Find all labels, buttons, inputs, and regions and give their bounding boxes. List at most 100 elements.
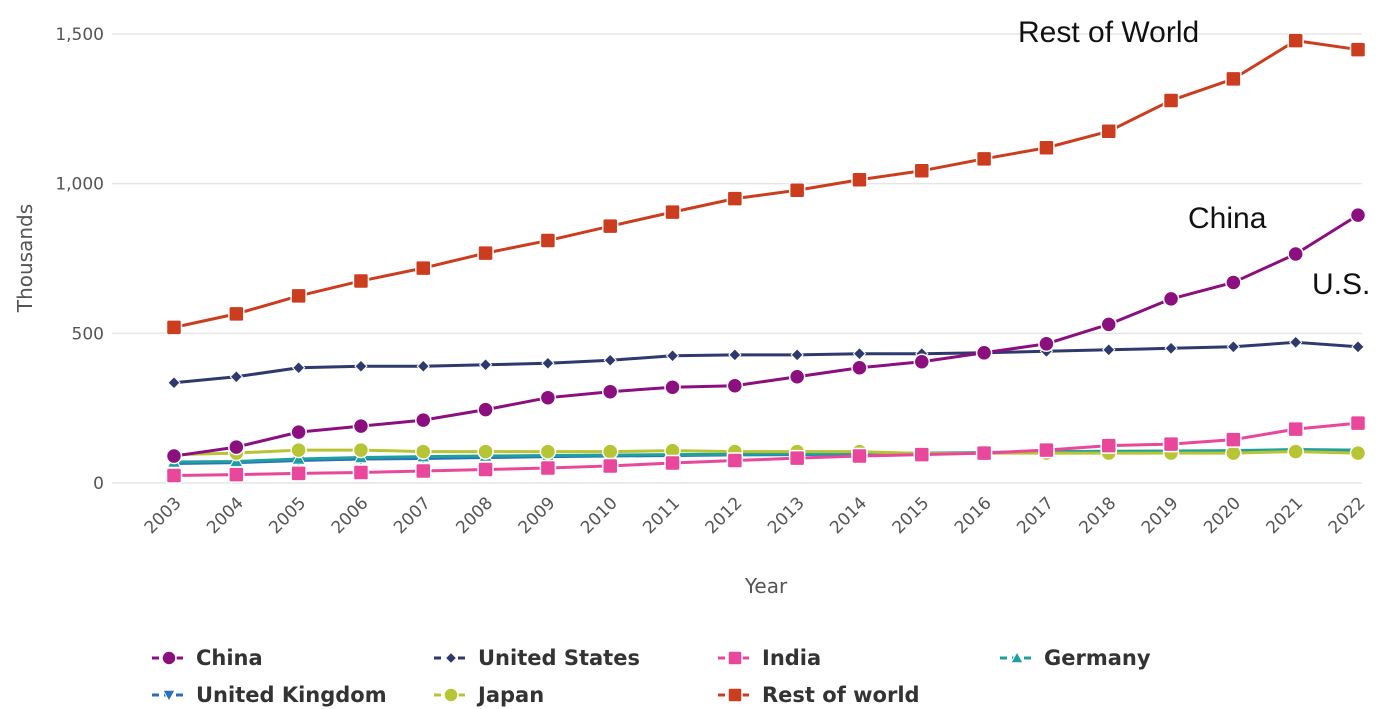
point-rest-of-world-2008	[477, 244, 494, 262]
point-china-2016	[975, 344, 993, 362]
point-india-2013	[788, 449, 806, 467]
point-china-2008	[477, 401, 494, 418]
point-india-2016	[975, 444, 993, 462]
line-germany	[173, 447, 1359, 464]
point-rest-of-world-2007	[415, 259, 432, 277]
x-tick-label: 2013	[764, 493, 809, 538]
annotation-china: China	[1188, 202, 1267, 235]
point-china-2003	[165, 447, 183, 465]
point-china-2007	[415, 411, 432, 429]
point-rest-of-world-2009	[539, 232, 557, 249]
point-india-2017	[1038, 441, 1055, 459]
point-china-2014	[851, 359, 868, 377]
point-india-2015	[913, 446, 931, 463]
point-india-2004	[228, 466, 245, 483]
line-united-states	[173, 340, 1359, 385]
line-rest-of-world	[173, 39, 1359, 329]
point-india-2010	[601, 457, 619, 475]
point-india-2019	[1162, 435, 1180, 453]
point-china-2018	[1100, 316, 1117, 333]
series-china	[165, 206, 1367, 465]
legend-label: United States	[478, 646, 640, 670]
point-japan-2022	[1349, 444, 1367, 462]
x-tick-label: 2003	[141, 493, 186, 538]
y-tick-label: 500	[72, 324, 104, 344]
legend-item-china: China	[152, 646, 263, 670]
x-tick-label: 2018	[1076, 493, 1121, 538]
point-rest-of-world-2017	[1038, 139, 1055, 156]
point-india-2022	[1349, 414, 1367, 432]
point-japan-2007	[415, 443, 432, 460]
series-layer	[165, 32, 1367, 484]
point-india-2008	[477, 461, 494, 478]
legend-label: India	[762, 646, 821, 670]
point-united-states-2012	[728, 348, 742, 362]
x-tick-label: 2020	[1200, 493, 1245, 538]
x-tick-label: 2017	[1013, 493, 1058, 538]
x-tick-label: 2021	[1262, 493, 1307, 538]
point-united-states-2009	[541, 356, 555, 370]
legend: China United States India Germany United Kin…	[152, 646, 1151, 707]
point-india-2021	[1287, 420, 1304, 438]
point-india-2007	[415, 462, 432, 480]
point-china-2012	[726, 377, 744, 394]
legend-item-rest-of-world: Rest of world	[718, 683, 920, 707]
point-china-2020	[1225, 274, 1242, 291]
y-axis-ticks: 0 500 1,000 1,500	[55, 25, 104, 494]
line-japan	[173, 448, 1359, 457]
point-rest-of-world-2011	[664, 203, 681, 221]
legend-label: Germany	[1044, 646, 1151, 670]
gridlines	[112, 33, 1362, 484]
point-rest-of-world-2020	[1225, 70, 1242, 88]
point-japan-2010	[601, 443, 619, 460]
point-united-states-2011	[665, 349, 680, 363]
point-united-states-2006	[354, 359, 368, 373]
point-india-2006	[352, 464, 370, 481]
x-tick-label: 2014	[826, 493, 871, 538]
legend-swatch-marker	[444, 651, 458, 665]
point-china-2022	[1349, 206, 1367, 224]
point-rest-of-world-2019	[1162, 92, 1180, 109]
point-united-states-2022	[1351, 340, 1365, 354]
point-united-states-2021	[1288, 335, 1303, 350]
x-tick-label: 2022	[1325, 493, 1370, 538]
point-china-2017	[1038, 335, 1055, 353]
point-china-2019	[1162, 290, 1180, 308]
point-india-2003	[165, 467, 183, 484]
point-rest-of-world-2005	[290, 287, 307, 305]
x-tick-label: 2005	[265, 493, 310, 538]
point-rest-of-world-2013	[788, 182, 806, 199]
y-tick-label: 1,000	[55, 175, 104, 195]
point-rest-of-world-2012	[726, 190, 744, 207]
point-rest-of-world-2015	[913, 162, 931, 180]
point-rest-of-world-2006	[352, 272, 370, 290]
point-japan-2009	[539, 443, 557, 460]
point-japan-2005	[290, 441, 307, 459]
legend-item-india: India	[718, 646, 821, 670]
x-axis-title: Year	[744, 574, 788, 598]
x-tick-label: 2012	[702, 493, 747, 538]
legend-label: Rest of world	[762, 683, 920, 707]
point-rest-of-world-2004	[228, 305, 245, 323]
legend-swatch-marker	[162, 689, 176, 703]
y-tick-label: 0	[93, 474, 104, 494]
series-germany	[166, 441, 1366, 468]
x-tick-label: 2009	[515, 493, 560, 538]
y-axis-title: Thousands	[13, 204, 37, 313]
point-india-2011	[664, 454, 681, 472]
point-united-states-2005	[291, 361, 306, 375]
point-china-2010	[601, 383, 619, 400]
x-tick-label: 2019	[1138, 493, 1183, 538]
point-united-states-2007	[416, 359, 430, 373]
legend-label: Japan	[476, 683, 544, 707]
point-japan-2006	[352, 441, 370, 459]
point-united-states-2003	[167, 376, 181, 390]
point-rest-of-world-2021	[1287, 32, 1304, 49]
legend-swatch-marker	[1010, 650, 1024, 664]
point-united-states-2014	[852, 346, 867, 361]
line-india	[173, 421, 1359, 478]
point-united-states-2010	[603, 353, 617, 367]
point-rest-of-world-2022	[1349, 41, 1367, 58]
point-rest-of-world-2003	[165, 319, 183, 336]
legend-swatch-marker	[161, 650, 177, 666]
